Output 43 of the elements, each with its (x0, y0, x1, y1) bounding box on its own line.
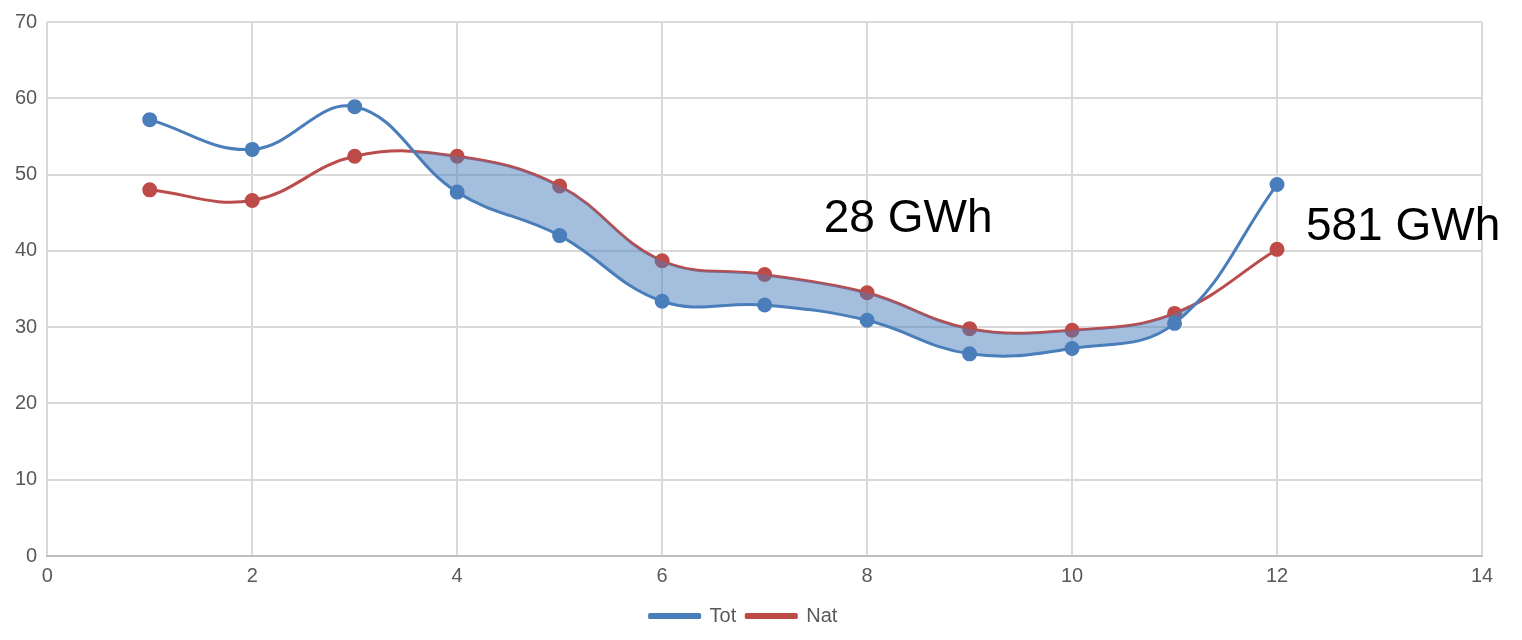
legend-label: Nat (806, 603, 838, 626)
point (1269, 241, 1285, 257)
y-tick-label: 0 (26, 543, 38, 566)
annotation: 28 GWh (823, 190, 993, 243)
point (244, 193, 260, 209)
point (1064, 322, 1080, 338)
y-tick-label: 10 (15, 467, 38, 490)
y-tick-label: 70 (15, 9, 38, 32)
x-tick-label: 12 (1265, 563, 1289, 586)
point (859, 285, 875, 301)
point (552, 228, 568, 244)
x-tick-label: 4 (451, 563, 463, 586)
y-tick-label: 20 (15, 390, 38, 413)
point (142, 182, 158, 198)
annotation: 581 GWh (1305, 198, 1501, 251)
x-tick-label: 2 (246, 563, 258, 586)
point (654, 253, 670, 269)
point (654, 293, 670, 309)
y-tick-label: 50 (15, 162, 38, 185)
point (1167, 315, 1183, 331)
y-tick-label: 30 (15, 314, 38, 337)
point (859, 312, 875, 328)
point (449, 148, 465, 164)
x-tick-label: 8 (861, 563, 873, 586)
point (757, 267, 773, 283)
y-tick-label: 60 (15, 85, 38, 108)
point (347, 148, 363, 164)
point (1269, 176, 1285, 192)
x-tick-label: 14 (1470, 563, 1494, 586)
point (244, 141, 260, 157)
point (962, 321, 978, 337)
legend-label: Tot (709, 603, 737, 626)
point (962, 346, 978, 362)
point (757, 297, 773, 313)
point (1064, 341, 1080, 356)
y-tick-label: 40 (15, 238, 38, 261)
x-tick-label: 6 (656, 563, 668, 586)
x-tick-label: 10 (1060, 563, 1084, 586)
point (347, 99, 363, 115)
x-tick-label: 0 (41, 563, 53, 586)
point (552, 178, 568, 194)
point (449, 184, 465, 200)
point (142, 112, 158, 128)
